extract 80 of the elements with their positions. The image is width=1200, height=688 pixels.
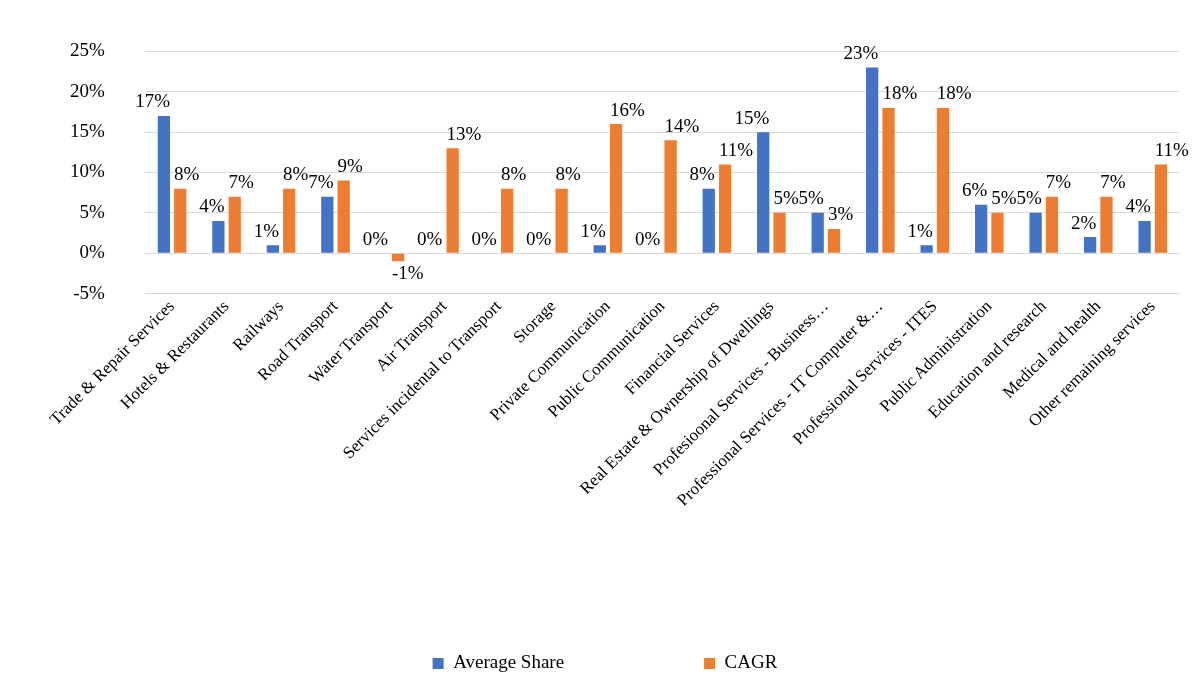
bar [1100, 196, 1113, 253]
y-tick-label: 15% [70, 120, 105, 142]
bar [773, 212, 786, 253]
bar [501, 188, 514, 253]
data-label: 16% [609, 98, 645, 120]
bar [1154, 164, 1168, 253]
data-label: 7% [1100, 171, 1126, 193]
bar [1045, 196, 1059, 253]
data-label: 3% [827, 203, 854, 225]
bar [321, 196, 334, 253]
data-label: 11% [1154, 138, 1190, 160]
data-label: 0% [635, 227, 661, 249]
data-label: 0% [526, 227, 552, 249]
bar [866, 67, 879, 253]
data-label: 5% [798, 187, 824, 209]
data-label: 0% [362, 227, 389, 249]
bar [991, 212, 1004, 253]
bar [174, 188, 187, 253]
data-label: 2% [1070, 211, 1097, 233]
bar [266, 245, 279, 253]
data-label: 0% [471, 227, 498, 249]
data-label: 8% [501, 163, 527, 185]
bar [718, 164, 732, 253]
bar [1083, 237, 1097, 253]
bar [664, 140, 677, 253]
bar [920, 245, 933, 253]
legend-label: Average Share [453, 651, 565, 673]
y-tick-label: 10% [70, 160, 105, 182]
data-label: 7% [1045, 171, 1072, 193]
data-label: 18% [936, 82, 972, 104]
data-label: 5% [1016, 187, 1042, 209]
data-label: 11% [718, 138, 754, 160]
data-label: 1% [253, 219, 280, 241]
y-tick-label: 25% [70, 39, 105, 61]
bar [702, 188, 715, 253]
data-label: 15% [734, 106, 770, 128]
data-label: 13% [446, 122, 482, 144]
data-label: -1% [392, 261, 424, 283]
bar [757, 132, 770, 253]
data-label: 7% [308, 171, 334, 193]
data-label: 8% [174, 163, 200, 185]
data-label: 8% [283, 163, 309, 185]
y-tick-label: -5% [73, 281, 105, 303]
data-label: 4% [1125, 195, 1151, 217]
bar [337, 180, 350, 253]
data-label: 0% [417, 227, 443, 249]
bar [228, 196, 241, 253]
data-label: 8% [689, 163, 716, 185]
y-tick-label: 0% [79, 241, 105, 263]
bar [157, 115, 171, 253]
data-label: 5% [991, 187, 1017, 209]
bar [212, 220, 225, 253]
y-tick-label: 5% [79, 200, 105, 222]
data-label: 9% [337, 155, 364, 177]
data-label: 23% [843, 42, 879, 64]
bar [283, 188, 296, 253]
bar [827, 229, 841, 253]
data-label: 18% [882, 82, 918, 104]
legend-label: CAGR [724, 651, 778, 673]
bar [1138, 220, 1151, 253]
bar [392, 253, 405, 262]
bar [609, 124, 623, 253]
data-label: 7% [228, 171, 255, 193]
data-label: 14% [664, 114, 700, 136]
data-label: 1% [580, 219, 607, 241]
bar [555, 188, 568, 253]
data-label: 5% [773, 187, 799, 209]
data-label: 1% [907, 219, 933, 241]
bar [975, 204, 988, 253]
data-label: 6% [961, 179, 988, 201]
data-label: 17% [135, 90, 171, 112]
data-label: 8% [555, 163, 581, 185]
bar [811, 212, 824, 253]
bar [936, 107, 950, 253]
data-label: 4% [199, 195, 225, 217]
bar [446, 148, 459, 253]
bar [593, 245, 606, 253]
bar [882, 107, 895, 253]
bar [1029, 212, 1042, 253]
y-tick-label: 20% [70, 79, 105, 101]
